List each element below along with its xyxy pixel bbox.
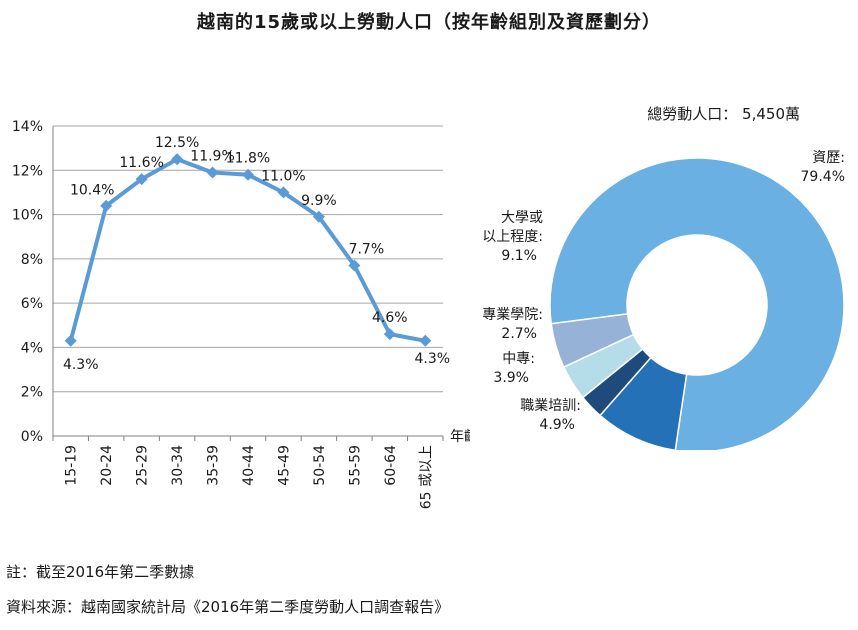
donut-pct-label: 2.7% xyxy=(501,326,537,342)
data-point xyxy=(171,153,184,166)
donut-category-label: 專業學院: xyxy=(482,307,543,323)
data-label: 12.5% xyxy=(155,135,199,151)
donut-subtitle: 總勞動人口： 5,450萬 xyxy=(647,105,800,123)
data-point xyxy=(135,173,148,186)
data-label: 10.4% xyxy=(70,183,114,199)
y-tick-label: 12% xyxy=(12,163,43,179)
data-label: 4.3% xyxy=(414,351,450,367)
x-tick-label: 25-29 xyxy=(135,445,151,486)
x-tick-label: 60-64 xyxy=(383,445,399,486)
chart-title: 越南的15歲或以上勞動人口（按年齡組別及資歷劃分） xyxy=(196,12,662,33)
y-tick-label: 2% xyxy=(21,385,43,401)
y-tick-label: 10% xyxy=(12,208,43,224)
x-tick-label: 50-54 xyxy=(312,445,328,486)
x-tick-label: 55-59 xyxy=(347,445,363,486)
data-point xyxy=(100,199,113,212)
data-label: 4.6% xyxy=(372,310,408,326)
donut-category-label: 職業培訓: xyxy=(520,398,581,414)
donut-pct-label: 9.1% xyxy=(501,248,537,264)
y-tick-label: 14% xyxy=(12,119,43,135)
data-label: 9.9% xyxy=(301,193,337,209)
data-label: 11.9% xyxy=(190,149,234,165)
donut-slice xyxy=(549,157,845,450)
data-label: 11.0% xyxy=(261,168,305,184)
donut-category-label: 資歷: xyxy=(812,150,845,166)
x-tick-label: 40-44 xyxy=(241,445,257,486)
data-point xyxy=(419,334,432,347)
data-label: 4.3% xyxy=(63,357,99,373)
data-point xyxy=(64,334,77,347)
x-axis-label: 年齡 xyxy=(450,429,470,445)
x-tick-label: 20-24 xyxy=(99,445,115,486)
x-tick-label: 35-39 xyxy=(206,445,222,486)
donut-category-label: 以上程度: xyxy=(482,229,543,245)
source-note: 資料來源：越南國家統計局《2016年第二季度勞動人口調查報告》 xyxy=(6,598,450,616)
y-tick-label: 8% xyxy=(21,252,43,268)
donut-pct-label: 4.9% xyxy=(539,417,575,433)
x-tick-label: 45-49 xyxy=(276,445,292,486)
data-label: 11.6% xyxy=(119,155,163,171)
donut-pct-label: 3.9% xyxy=(493,370,529,386)
donut-slice xyxy=(550,313,635,369)
x-tick-label: 30-34 xyxy=(170,445,186,486)
x-tick-label: 15-19 xyxy=(64,445,80,486)
donut-pct-label: 79.4% xyxy=(801,169,845,185)
data-label: 7.7% xyxy=(349,242,385,258)
data-point xyxy=(383,328,396,341)
data-point xyxy=(206,166,219,179)
x-tick-label: 65 或以上 xyxy=(418,445,434,509)
data-point xyxy=(242,168,254,181)
donut-category-label: 中專: xyxy=(502,351,535,367)
donut-category-label: 大學或 xyxy=(501,210,543,226)
y-tick-label: 6% xyxy=(21,296,43,312)
data-label: 11.8% xyxy=(226,151,270,167)
data-point xyxy=(277,186,290,199)
data-point xyxy=(312,210,325,223)
y-tick-label: 4% xyxy=(21,340,43,356)
footnote: 註：截至2016年第二季數據 xyxy=(6,563,195,581)
data-point xyxy=(348,259,361,272)
y-tick-label: 0% xyxy=(21,429,43,445)
line-chart: 0% 2% 4% 6% 8% 10% 12% 14% 15-19 20-24 25-29 30-34 3… xyxy=(12,119,470,509)
